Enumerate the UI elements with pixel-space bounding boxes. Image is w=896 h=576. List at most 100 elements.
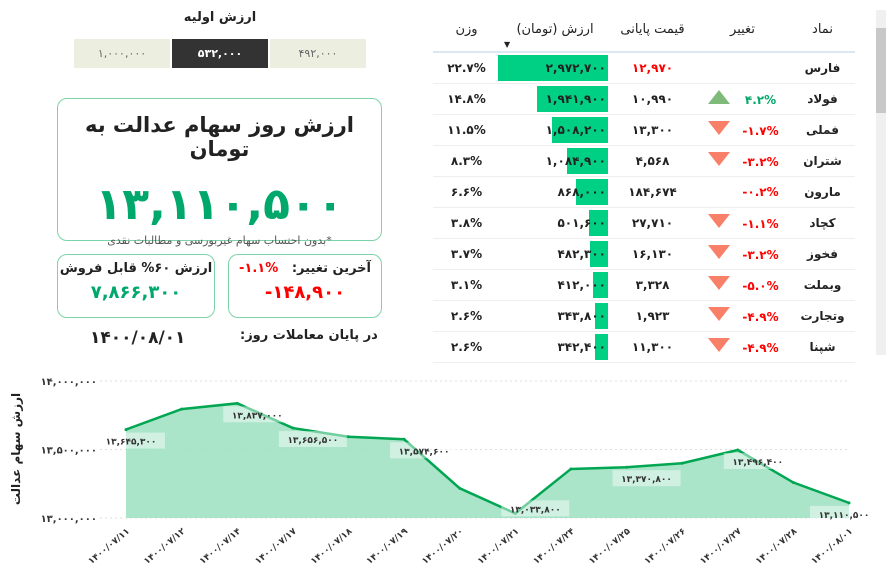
- symbol[interactable]: فارس: [790, 52, 855, 84]
- table-row[interactable]: فملی -۱.۷% ۱۳,۳۰۰ ۱,۵۰۸,۲۰۰ ۱۱.۵%: [433, 114, 855, 146]
- table-row[interactable]: شتران -۳.۲% ۴,۵۶۸ ۱,۰۸۴,۹۰۰ ۸.۳%: [433, 145, 855, 177]
- y-tick-label: ۱۳,۰۰۰,۰۰۰: [41, 514, 97, 525]
- data-label: ۱۳,۱۱۰,۵۰۰: [819, 511, 870, 521]
- data-point: [791, 481, 795, 485]
- final-price: ۱۸۴,۶۷۴: [610, 176, 695, 208]
- value-cell: ۳۴۲,۴۰۰: [500, 331, 610, 363]
- value-bar: [589, 209, 608, 236]
- data-point: [569, 467, 573, 471]
- data-point: [235, 401, 239, 405]
- weight: ۳.۱%: [433, 269, 500, 301]
- data-point: [513, 511, 517, 515]
- last-change-value: -۱۴۸,۹۰۰: [264, 282, 346, 303]
- header-price[interactable]: قیمت پایانی: [610, 8, 695, 53]
- series-line: [125, 402, 850, 515]
- value-cell: ۴۸۲,۳۰۰: [500, 238, 610, 270]
- y-axis-label: ارزش سهام عدالت: [9, 393, 24, 505]
- final-price: ۲۷,۷۱۰: [610, 207, 695, 239]
- last-change-label: آخرین تغییر:: [291, 261, 371, 276]
- symbol[interactable]: فولاد: [790, 83, 855, 115]
- symbol[interactable]: وبملت: [790, 269, 855, 301]
- x-tick-label: ۱۴۰۰/۰۷/۱۲: [142, 526, 188, 566]
- value: ۲,۹۷۲,۷۰۰: [545, 60, 606, 75]
- table-scrollbar[interactable]: [876, 10, 886, 355]
- symbol[interactable]: وتجارت: [790, 300, 855, 332]
- symbol[interactable]: شتران: [790, 145, 855, 177]
- data-label-bg: [501, 500, 570, 517]
- data-point: [680, 461, 684, 465]
- initial-option-492000[interactable]: ۴۹۲,۰۰۰: [269, 38, 367, 69]
- weight: ۲.۶%: [433, 300, 500, 332]
- change-cell: -۵.۰%: [695, 269, 790, 301]
- date-label: در پایان معاملات روز:: [240, 328, 378, 343]
- table-row[interactable]: وتجارت -۴.۹% ۱,۹۲۳ ۳۴۳,۸۰۰ ۲.۶%: [433, 300, 855, 332]
- header-change[interactable]: تغییر: [695, 8, 790, 53]
- symbol[interactable]: فخوز: [790, 238, 855, 270]
- down-arrow-icon: [707, 121, 730, 135]
- change-cell: [695, 52, 790, 84]
- header-value[interactable]: ارزش (تومان) ▼: [500, 8, 610, 53]
- data-label: ۱۳,۶۵۶,۵۰۰: [287, 436, 338, 446]
- y-tick-label: ۱۴,۰۰۰,۰۰۰: [41, 377, 97, 388]
- x-tick-label: ۱۴۰۰/۰۷/۲۷: [699, 526, 745, 566]
- data-label: ۱۳,۵۷۴,۶۰۰: [399, 447, 450, 457]
- weight: ۶.۶%: [433, 176, 500, 208]
- initial-option-1000000[interactable]: ۱,۰۰۰,۰۰۰: [73, 38, 171, 69]
- area-fill: [126, 403, 849, 518]
- table-row[interactable]: فولاد ۴.۲% ۱۰,۹۹۰ ۱,۹۴۱,۹۰۰ ۱۴.۸%: [433, 83, 855, 115]
- data-point: [847, 501, 851, 505]
- x-tick-label: ۱۴۰۰/۰۷/۱۴: [198, 526, 244, 566]
- table-row[interactable]: شپنا -۴.۹% ۱۱,۳۰۰ ۳۴۲,۴۰۰ ۲.۶%: [433, 331, 855, 363]
- change-percent: -۴.۹%: [742, 310, 779, 324]
- current-value: ۱۳,۱۱۰,۵۰۰: [95, 179, 344, 230]
- initial-option-532000[interactable]: ۵۳۲,۰۰۰: [171, 38, 269, 69]
- scrollbar-thumb[interactable]: [876, 28, 886, 113]
- value: ۱,۰۸۴,۹۰۰: [545, 153, 606, 168]
- value-bar: [594, 302, 608, 329]
- change-percent: ۴.۲%: [744, 93, 777, 107]
- data-point: [402, 437, 406, 441]
- data-label: ۱۳,۴۹۶,۴۰۰: [732, 458, 783, 468]
- value-cell: ۳۴۳,۸۰۰: [500, 300, 610, 332]
- data-label: ۱۳,۳۷۰,۸۰۰: [621, 475, 672, 485]
- symbol[interactable]: کچاد: [790, 207, 855, 239]
- header-weight[interactable]: وزن: [433, 8, 500, 53]
- header-symbol[interactable]: نماد: [790, 8, 855, 53]
- final-price: ۱۶,۱۳۰: [610, 238, 695, 270]
- current-value-card: ارزش روز سهام عدالت به تومان ۱۳,۱۱۰,۵۰۰ …: [57, 98, 382, 247]
- value: ۵۰۱,۶۰۰: [557, 215, 606, 230]
- down-arrow-icon: [707, 245, 730, 259]
- symbol[interactable]: فملی: [790, 114, 855, 146]
- change-cell: -۱.۷%: [695, 114, 790, 146]
- change-percent: -۴.۹%: [742, 341, 779, 355]
- change-percent: -۳.۲%: [742, 248, 779, 262]
- table-row[interactable]: فارس ۱۲,۹۷۰ ۲,۹۷۲,۷۰۰ ۲۲.۷%: [433, 52, 855, 84]
- data-label-bg: [223, 406, 292, 423]
- symbol[interactable]: مارون: [790, 176, 855, 208]
- down-arrow-icon: [707, 338, 730, 352]
- x-tick-label: ۱۴۰۰/۰۷/۱۷: [254, 526, 300, 566]
- table-row[interactable]: مارون -۰.۲% ۱۸۴,۶۷۴ ۸۶۸,۰۰۰ ۶.۶%: [433, 176, 855, 208]
- initial-value-selector[interactable]: ۱,۰۰۰,۰۰۰ ۵۳۲,۰۰۰ ۴۹۲,۰۰۰: [73, 38, 367, 69]
- change-cell: -۴.۹%: [695, 300, 790, 332]
- current-value-note: *بدون احتساب سهام غیربورسی و مطالبات نقد…: [107, 234, 332, 247]
- value-cell: ۱,۰۸۴,۹۰۰: [500, 145, 610, 177]
- down-arrow-icon: [707, 214, 730, 228]
- table-row[interactable]: وبملت -۵.۰% ۳,۳۲۸ ۴۱۲,۰۰۰ ۳.۱%: [433, 269, 855, 301]
- symbol[interactable]: شپنا: [790, 331, 855, 363]
- change-percent: -۵.۰%: [742, 279, 779, 293]
- final-price: ۳,۳۲۸: [610, 269, 695, 301]
- change-percent: -۱.۷%: [742, 124, 779, 138]
- value-bar: [498, 55, 608, 81]
- value-cell: ۴۱۲,۰۰۰: [500, 269, 610, 301]
- data-label: ۱۳,۶۴۵,۳۰۰: [106, 438, 157, 448]
- change-cell: ۴.۲%: [695, 83, 790, 115]
- data-label: ۱۳,۸۳۷,۰۰۰: [232, 411, 283, 421]
- table-row[interactable]: کچاد -۱.۱% ۲۷,۷۱۰ ۵۰۱,۶۰۰ ۳.۸%: [433, 207, 855, 239]
- data-point: [124, 428, 128, 432]
- up-arrow-icon: [707, 90, 730, 104]
- y-tick-label: ۱۳,۵۰۰,۰۰۰: [41, 446, 97, 457]
- x-tick-label: ۱۴۰۰/۰۷/۲۱: [476, 527, 521, 567]
- table-row[interactable]: فخوز -۳.۲% ۱۶,۱۳۰ ۴۸۲,۳۰۰ ۳.۷%: [433, 238, 855, 270]
- value: ۸۶۸,۰۰۰: [557, 184, 606, 199]
